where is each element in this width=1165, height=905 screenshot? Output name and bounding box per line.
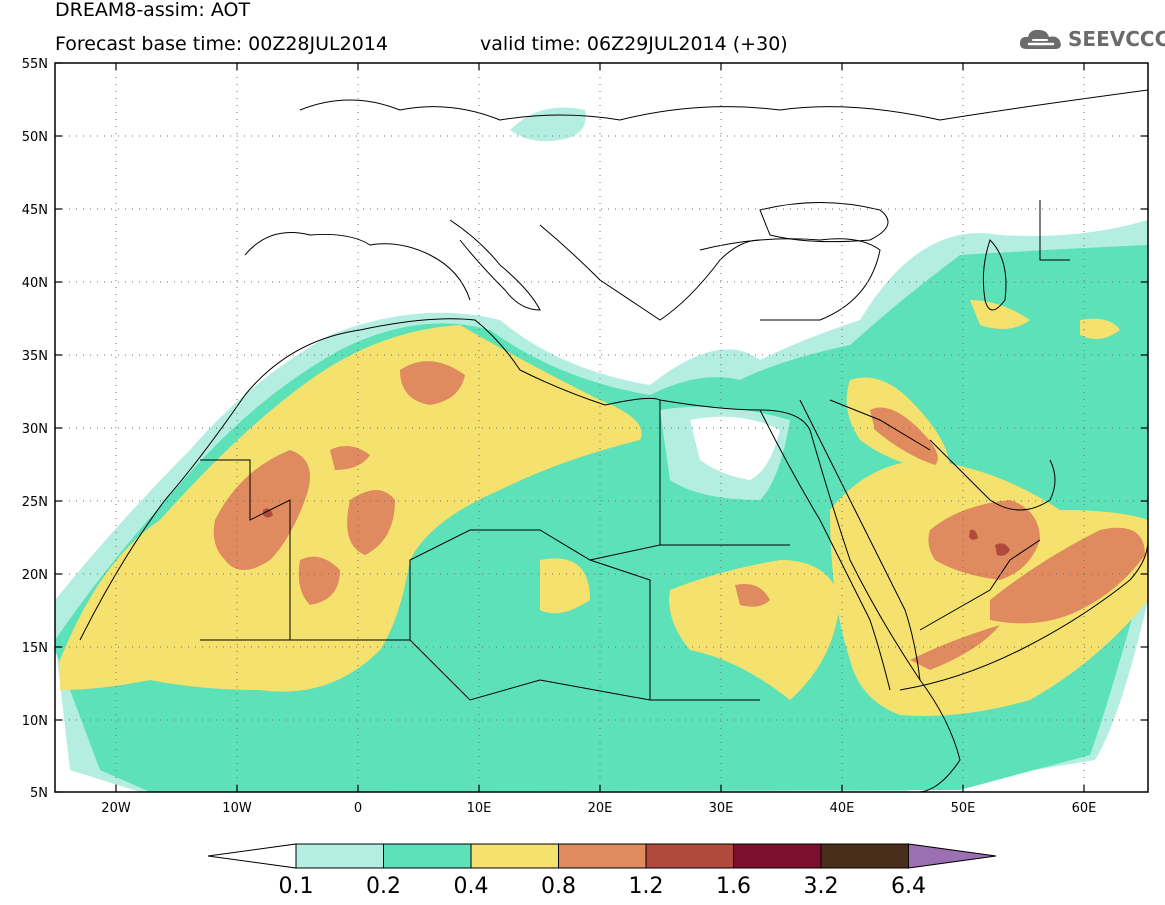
colorbar-swatch xyxy=(820,843,909,869)
lon-label: 40E xyxy=(830,801,855,816)
black-sea xyxy=(759,202,889,243)
colorbar-label: 1.6 xyxy=(716,874,751,899)
forecast-base-time: Forecast base time: 00Z28JUL2014 xyxy=(55,33,388,55)
lat-label: 40N xyxy=(22,276,48,291)
italy-coast xyxy=(449,219,541,311)
iberia-coast xyxy=(244,232,471,301)
lon-label: 20E xyxy=(588,801,613,816)
aot-band-0.4-sahel xyxy=(540,558,590,614)
lon-labels: 20W 10W 0 10E 20E 30E 40E 50E 60E xyxy=(101,801,1096,816)
colorbar-label: 1.2 xyxy=(629,874,664,899)
aot-band-0.8-mali xyxy=(298,556,340,605)
colorbar-label: 0.2 xyxy=(366,874,401,899)
lat-label: 20N xyxy=(22,568,48,583)
coastlines xyxy=(79,89,1148,792)
lat-label: 10N xyxy=(22,714,48,729)
colorbar-swatch xyxy=(470,843,559,869)
aot-band-0.8-algeria xyxy=(400,361,465,405)
aot-band-0.8-yemen xyxy=(990,527,1145,624)
lon-label: 60E xyxy=(1072,801,1097,816)
colorbar-label: 6.4 xyxy=(891,874,926,899)
aot-band-1.2-b xyxy=(995,543,1010,556)
caspian xyxy=(982,239,1007,311)
lat-label: 25N xyxy=(22,495,48,510)
africa-borders xyxy=(200,400,790,701)
axis-ticks xyxy=(55,62,1148,793)
lon-label: 50E xyxy=(951,801,976,816)
cloud-icon xyxy=(1019,29,1061,49)
aot-band-0.4-iran-east xyxy=(1080,318,1120,339)
aot-band-0.4-iran xyxy=(970,300,1030,329)
map-title: DREAM8-assim: AOT xyxy=(55,0,251,21)
gridlines xyxy=(55,63,1148,792)
colorbar-label: 0.4 xyxy=(454,874,489,899)
aot-band-0.4-arabia xyxy=(830,460,1148,716)
colorbar: 0.1 0.2 0.4 0.8 1.2 1.6 3.2 6.4 xyxy=(207,843,997,899)
lat-label: 35N xyxy=(22,349,48,364)
colorbar-swatch xyxy=(295,843,384,869)
aot-band-0.8-algeria-2 xyxy=(330,446,370,470)
valid-time: valid time: 06Z29JUL2014 (+30) xyxy=(480,33,788,55)
lon-label: 20W xyxy=(101,801,131,816)
lon-label: 10W xyxy=(222,801,252,816)
lat-label: 50N xyxy=(22,130,48,145)
colorbar-swatch xyxy=(733,843,822,869)
lat-label: 55N xyxy=(22,57,48,72)
colorbar-under-arrow xyxy=(207,843,297,869)
red-sea-east xyxy=(799,399,921,681)
aot-band-0.8-gulf xyxy=(910,625,1000,670)
anatolia-coast xyxy=(699,238,881,321)
aot-band-1.2-a xyxy=(263,508,273,518)
colorbar-labels: 0.1 0.2 0.4 0.8 1.2 1.6 3.2 6.4 xyxy=(279,874,927,899)
balkans-coast xyxy=(539,224,761,321)
lat-labels: 55N 50N 45N 40N 35N 30N 25N 20N 15N 10N … xyxy=(22,57,48,801)
colorbar-swatch xyxy=(645,843,734,869)
aot-contours xyxy=(55,107,1148,792)
lon-label: 10E xyxy=(467,801,492,816)
africa-coast xyxy=(79,318,961,792)
colorbar-swatch xyxy=(558,843,647,869)
aot-band-0.1-north xyxy=(510,107,586,142)
red-sea-west xyxy=(759,409,891,691)
aot-band-0.8-iraq xyxy=(870,407,938,465)
seevccc-logo: SEEVCCC xyxy=(1017,25,1165,53)
lon-label: 0 xyxy=(354,801,362,816)
aot-band-0.8-niger xyxy=(347,490,395,555)
colorbar-swatch xyxy=(383,843,472,869)
logo-text: SEEVCCC xyxy=(1068,27,1165,51)
aot-clear-egypt-core xyxy=(690,416,780,480)
aot-band-0.8-sudan xyxy=(735,584,770,607)
lat-label: 15N xyxy=(22,641,48,656)
lat-label: 5N xyxy=(30,786,48,801)
colorbar-label: 0.8 xyxy=(541,874,576,899)
colorbar-label: 0.1 xyxy=(279,874,314,899)
lat-label: 30N xyxy=(22,422,48,437)
colorbar-label: 3.2 xyxy=(804,874,839,899)
aot-band-0.8-mauritania xyxy=(213,450,310,570)
lat-label: 45N xyxy=(22,203,48,218)
arabia-south xyxy=(899,539,1148,691)
aot-band-1.2-c xyxy=(969,529,978,540)
middle-east-borders xyxy=(829,200,1070,631)
lon-label: 30E xyxy=(709,801,734,816)
european-north xyxy=(299,89,1148,121)
colorbar-over-arrow xyxy=(908,843,997,869)
aot-band-0.4-sudan xyxy=(669,560,840,700)
gulf-coast xyxy=(929,439,1056,511)
aot-band-0.8-saudi xyxy=(928,500,1040,580)
